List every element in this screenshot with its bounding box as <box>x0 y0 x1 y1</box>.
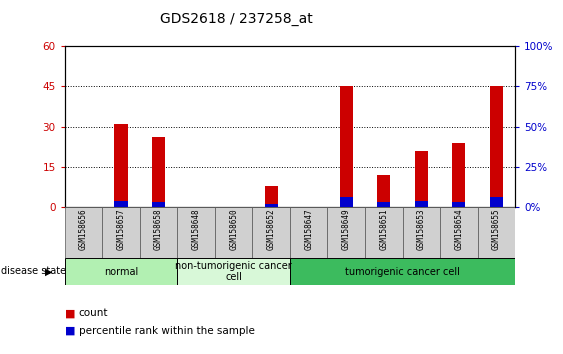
Bar <box>415 201 428 207</box>
Bar <box>290 258 515 285</box>
Text: ▶: ▶ <box>45 267 52 276</box>
Bar <box>65 258 177 285</box>
Text: GSM158652: GSM158652 <box>267 209 276 250</box>
Text: GSM158654: GSM158654 <box>454 209 463 250</box>
Bar <box>114 201 128 207</box>
Bar <box>152 202 165 207</box>
Bar <box>65 207 102 258</box>
Text: GSM158656: GSM158656 <box>79 209 88 250</box>
Text: disease state: disease state <box>1 266 66 276</box>
Text: tumorigenic cancer cell: tumorigenic cancer cell <box>345 267 460 277</box>
Bar <box>252 207 290 258</box>
Text: GSM158647: GSM158647 <box>304 209 313 250</box>
Text: GSM158653: GSM158653 <box>417 209 426 250</box>
Bar <box>377 175 390 207</box>
Text: GSM158658: GSM158658 <box>154 209 163 250</box>
Text: ■: ■ <box>65 326 75 336</box>
Bar <box>290 207 328 258</box>
Bar <box>339 198 353 207</box>
Text: GSM158649: GSM158649 <box>342 209 351 250</box>
Text: GSM158657: GSM158657 <box>117 209 126 250</box>
Bar <box>152 137 165 207</box>
Text: GDS2618 / 237258_at: GDS2618 / 237258_at <box>160 12 313 27</box>
Bar <box>452 143 466 207</box>
Text: ■: ■ <box>65 308 75 318</box>
Bar <box>490 198 503 207</box>
Text: GSM158651: GSM158651 <box>379 209 388 250</box>
Text: GSM158655: GSM158655 <box>492 209 501 250</box>
Bar <box>215 207 252 258</box>
Bar <box>177 258 290 285</box>
Bar <box>365 207 403 258</box>
Bar <box>265 204 278 207</box>
Bar <box>377 202 390 207</box>
Bar <box>477 207 515 258</box>
Text: non-tumorigenic cancer
cell: non-tumorigenic cancer cell <box>175 261 292 282</box>
Bar <box>265 185 278 207</box>
Bar <box>415 151 428 207</box>
Text: normal: normal <box>104 267 138 277</box>
Bar <box>114 124 128 207</box>
Text: percentile rank within the sample: percentile rank within the sample <box>79 326 254 336</box>
Bar <box>403 207 440 258</box>
Bar <box>102 207 140 258</box>
Text: count: count <box>79 308 108 318</box>
Bar <box>440 207 477 258</box>
Bar <box>140 207 177 258</box>
Bar <box>177 207 215 258</box>
Bar <box>452 202 466 207</box>
Text: GSM158648: GSM158648 <box>191 209 200 250</box>
Text: GSM158650: GSM158650 <box>229 209 238 250</box>
Bar <box>328 207 365 258</box>
Bar <box>339 86 353 207</box>
Bar <box>490 86 503 207</box>
